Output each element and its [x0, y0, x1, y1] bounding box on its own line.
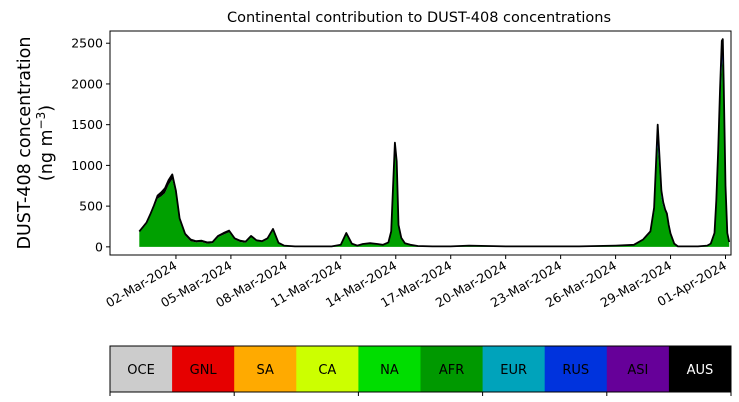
legend-swatch-gnl	[172, 346, 235, 392]
legend-swatch-eur	[482, 346, 546, 392]
legend-swatch-ca	[296, 346, 359, 392]
legend-swatch-oce	[110, 346, 173, 392]
legend-label-sa: SA	[257, 363, 274, 378]
y-axis-label-line1: DUST-408 concentration	[15, 37, 35, 250]
area-series-rus	[139, 45, 730, 247]
region-legend-bar: OCE GNL SA CA NA AFR EUR RUS ASI AUS	[109, 345, 732, 396]
legend-swatch-aus	[668, 346, 732, 392]
area-series-aus	[139, 39, 730, 247]
y-tick-label: 1000	[71, 158, 103, 173]
y-tick-label: 2500	[71, 36, 103, 51]
y-axis-label-unit: (ng m−3)	[34, 105, 57, 181]
legend-swatch-asi	[606, 346, 670, 392]
legend-label-afr: AFR	[439, 363, 464, 378]
legend-label-ca: CA	[318, 363, 336, 378]
total-concentration-line	[138, 38, 731, 248]
legend-label-asi: ASI	[627, 363, 648, 378]
legend-swatch-afr	[420, 346, 484, 392]
y-tick-label: 1500	[71, 117, 103, 132]
legend-swatch-rus	[544, 346, 608, 392]
legend-label-gnl: GNL	[190, 363, 218, 378]
y-axis-unit-exponent: −3	[34, 112, 48, 130]
legend-swatch-na	[358, 346, 421, 392]
legend-label-aus: AUS	[687, 363, 714, 378]
chart-title: Continental contribution to DUST-408 con…	[227, 10, 611, 26]
plot-frame	[109, 30, 732, 256]
y-axis-unit-suffix: )	[37, 105, 57, 112]
y-tick-label: 500	[79, 199, 103, 214]
legend-frame	[109, 345, 732, 393]
area-series-afr	[139, 55, 730, 247]
plot-area	[138, 38, 731, 248]
legend-label-rus: RUS	[562, 363, 589, 378]
y-axis-label: DUST-408 concentration (ng m−3)	[15, 37, 57, 250]
legend-label-oce: OCE	[127, 363, 155, 378]
legend-label-eur: EUR	[500, 363, 527, 378]
y-axis-unit-prefix: (ng m	[37, 129, 57, 181]
legend-swatch-sa	[234, 346, 297, 392]
y-tick-label: 0	[95, 239, 103, 254]
legend-label-na: NA	[380, 363, 399, 378]
axes: 0500100015002000250002-Mar-202405-Mar-20…	[71, 30, 732, 310]
y-tick-label: 2000	[71, 76, 103, 91]
